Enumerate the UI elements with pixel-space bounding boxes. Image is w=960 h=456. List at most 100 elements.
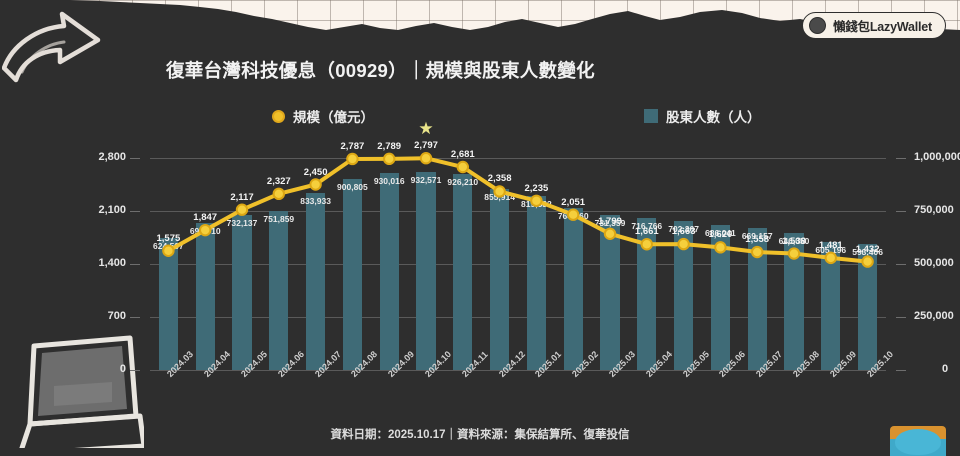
bar bbox=[747, 228, 767, 370]
line-value-label: 2,789 bbox=[377, 140, 402, 152]
line-value-label: 1,847 bbox=[193, 212, 218, 224]
x-axis: 2024.03 2024.04 2024.05 2024.06 2024.07 2024.… bbox=[150, 349, 894, 416]
line-marker bbox=[677, 237, 690, 251]
y-axis-right-tick bbox=[896, 370, 906, 371]
bar bbox=[232, 214, 252, 370]
line-value-label: 1,558 bbox=[745, 234, 770, 246]
watermark-badge: 懶錢包LazyWallet bbox=[801, 12, 946, 39]
y-axis-right-tick bbox=[896, 317, 906, 318]
bar bbox=[379, 172, 399, 370]
y-axis-left-label: 1,400 bbox=[98, 257, 126, 269]
line-marker bbox=[235, 203, 249, 216]
line-marker bbox=[309, 178, 322, 191]
bar-value-label: 930,016 bbox=[373, 175, 405, 186]
line-marker bbox=[272, 187, 286, 201]
y-axis-right-tick bbox=[896, 264, 906, 265]
line-series bbox=[162, 152, 874, 268]
bar-value-label: 932,571 bbox=[410, 175, 442, 186]
line-value-label: 2,681 bbox=[450, 149, 475, 161]
line-value-label: 2,450 bbox=[303, 166, 328, 178]
y-axis-left-tick bbox=[130, 158, 140, 159]
star-annotation-icon: ★ bbox=[418, 119, 434, 138]
y-axis-right-label: 0 bbox=[942, 363, 949, 375]
bar-value-label: 646,050 bbox=[778, 236, 810, 247]
bar-value-label: 900,805 bbox=[337, 182, 368, 193]
bar-value-label: 669,157 bbox=[741, 231, 773, 242]
corner-thumbnail bbox=[890, 426, 946, 456]
gridline bbox=[150, 317, 886, 318]
bar-value-label: 732,137 bbox=[226, 217, 258, 228]
watermark-label: 懶錢包LazyWallet bbox=[832, 20, 932, 34]
bar bbox=[306, 193, 326, 370]
line-value-label: 1,620 bbox=[708, 229, 733, 241]
bar bbox=[158, 237, 178, 370]
line-marker bbox=[346, 152, 359, 166]
legend-item-holders: 股東人數（人） bbox=[644, 106, 761, 126]
line-value-label: 1,575 bbox=[156, 232, 181, 244]
laptop-doodle-icon bbox=[19, 335, 144, 448]
line-marker bbox=[493, 185, 506, 198]
y-axis-right-label: 1,000,000 bbox=[914, 151, 960, 163]
footer-note: 資料日期：2025.10.17｜資料來源：集保結算所、復華投信 bbox=[330, 429, 630, 441]
bar-value-label: 926,210 bbox=[447, 176, 479, 187]
line-marker bbox=[751, 245, 764, 259]
bar-value-label: 593,406 bbox=[852, 247, 883, 258]
y-axis-right-tick bbox=[896, 211, 906, 212]
line-marker bbox=[787, 247, 801, 260]
bar-value-label: 686,041 bbox=[705, 227, 736, 238]
line-value-label: 2,327 bbox=[266, 175, 291, 187]
line-marker bbox=[199, 223, 212, 237]
line-value-label: 1,661 bbox=[634, 226, 659, 238]
y-axis-left-label: 2,100 bbox=[98, 204, 126, 216]
thumbnail-shape bbox=[895, 429, 941, 456]
line-marker bbox=[824, 251, 837, 265]
gridline bbox=[150, 211, 886, 212]
gridline bbox=[150, 370, 886, 371]
bar bbox=[269, 210, 289, 370]
gridline bbox=[150, 264, 886, 265]
line-value-label: 1,799 bbox=[598, 215, 622, 227]
line-marker bbox=[530, 194, 543, 207]
line-value-label: 2,787 bbox=[340, 140, 365, 152]
bar bbox=[858, 244, 878, 370]
bar bbox=[416, 172, 436, 370]
y-axis-left-tick bbox=[130, 370, 140, 371]
legend-label-scale: 規模（億元） bbox=[293, 110, 374, 125]
y-axis-left: 0 700 1,400 2,100 2,800 bbox=[96, 151, 140, 375]
line-marker bbox=[603, 227, 617, 240]
line-marker bbox=[456, 160, 469, 174]
chart-legend: 規模（億元） 股東人數（人） bbox=[272, 106, 792, 128]
page-title: 復華台灣科技優息（00929）｜規模與股東人數變化 bbox=[166, 60, 595, 81]
line-value-label: 2,797 bbox=[414, 140, 438, 152]
line-value-label: 2,358 bbox=[487, 173, 512, 185]
legend-square-icon bbox=[644, 109, 658, 123]
legend-item-scale: 規模（億元） bbox=[272, 106, 374, 126]
line-marker bbox=[861, 255, 874, 268]
bar bbox=[637, 218, 657, 370]
bar bbox=[195, 222, 215, 370]
bar-value-label: 751,859 bbox=[263, 213, 295, 224]
y-axis-left-tick bbox=[130, 264, 140, 265]
bar bbox=[674, 221, 694, 370]
bar-value-label: 716,766 bbox=[631, 221, 663, 232]
y-axis-left-label: 700 bbox=[107, 310, 126, 322]
line-marker bbox=[162, 244, 175, 257]
bar bbox=[490, 188, 510, 370]
gridline bbox=[150, 158, 886, 159]
line-value-label: 2,235 bbox=[524, 182, 549, 194]
arrow-doodle-icon bbox=[2, 11, 101, 83]
y-axis-right-label: 500,000 bbox=[914, 257, 954, 269]
line-value-label: 1,663 bbox=[671, 226, 696, 238]
line-path bbox=[166, 156, 870, 264]
y-axis-left-tick bbox=[130, 211, 140, 212]
line-marker bbox=[419, 152, 433, 165]
line-value-label: 1,538 bbox=[782, 235, 806, 247]
y-axis-left-label: 2,800 bbox=[98, 151, 126, 163]
line-marker bbox=[714, 241, 727, 254]
circle-logo-icon bbox=[808, 17, 826, 34]
y-axis-right-label: 750,000 bbox=[914, 204, 954, 216]
bar bbox=[784, 233, 804, 370]
bar bbox=[600, 214, 620, 370]
line-value-label: 1,432 bbox=[855, 243, 880, 255]
